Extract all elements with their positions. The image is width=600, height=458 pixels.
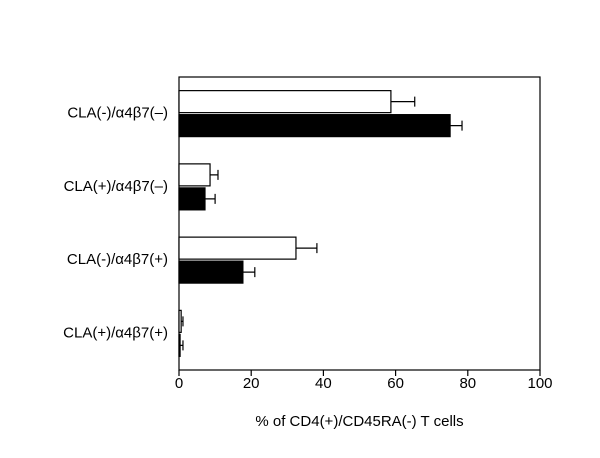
x-tick-label: 100 — [527, 375, 552, 392]
x-tick-label: 0 — [175, 375, 183, 392]
error-bar — [204, 193, 216, 204]
y-tick-label: CLA(-)/α4β7(–) — [67, 105, 168, 122]
error-bar — [242, 267, 256, 278]
error-bar — [295, 243, 318, 254]
error-bar — [450, 120, 463, 131]
error-bar — [181, 316, 184, 327]
x-tick-label: 80 — [459, 375, 476, 392]
plot-frame — [178, 76, 541, 371]
x-tick-label: 20 — [243, 375, 260, 392]
bar — [178, 187, 206, 211]
y-tick-label: CLA(+)/α4β7(+) — [63, 324, 168, 341]
error-bar — [180, 340, 184, 351]
bar — [178, 309, 182, 333]
bar — [178, 236, 297, 260]
bar — [178, 333, 181, 357]
y-tick-label: CLA(-)/α4β7(+) — [67, 251, 168, 268]
x-tick-label: 40 — [315, 375, 332, 392]
error-bar — [210, 169, 219, 180]
bar — [178, 90, 392, 114]
x-tick-label: 60 — [387, 375, 404, 392]
bar — [178, 163, 211, 187]
bar — [178, 114, 451, 138]
bar — [178, 260, 244, 284]
x-axis-label: % of CD4(+)/CD45RA(-) T cells — [255, 413, 463, 430]
y-tick-label: CLA(+)/α4β7(–) — [64, 178, 168, 195]
error-bar — [390, 96, 416, 107]
